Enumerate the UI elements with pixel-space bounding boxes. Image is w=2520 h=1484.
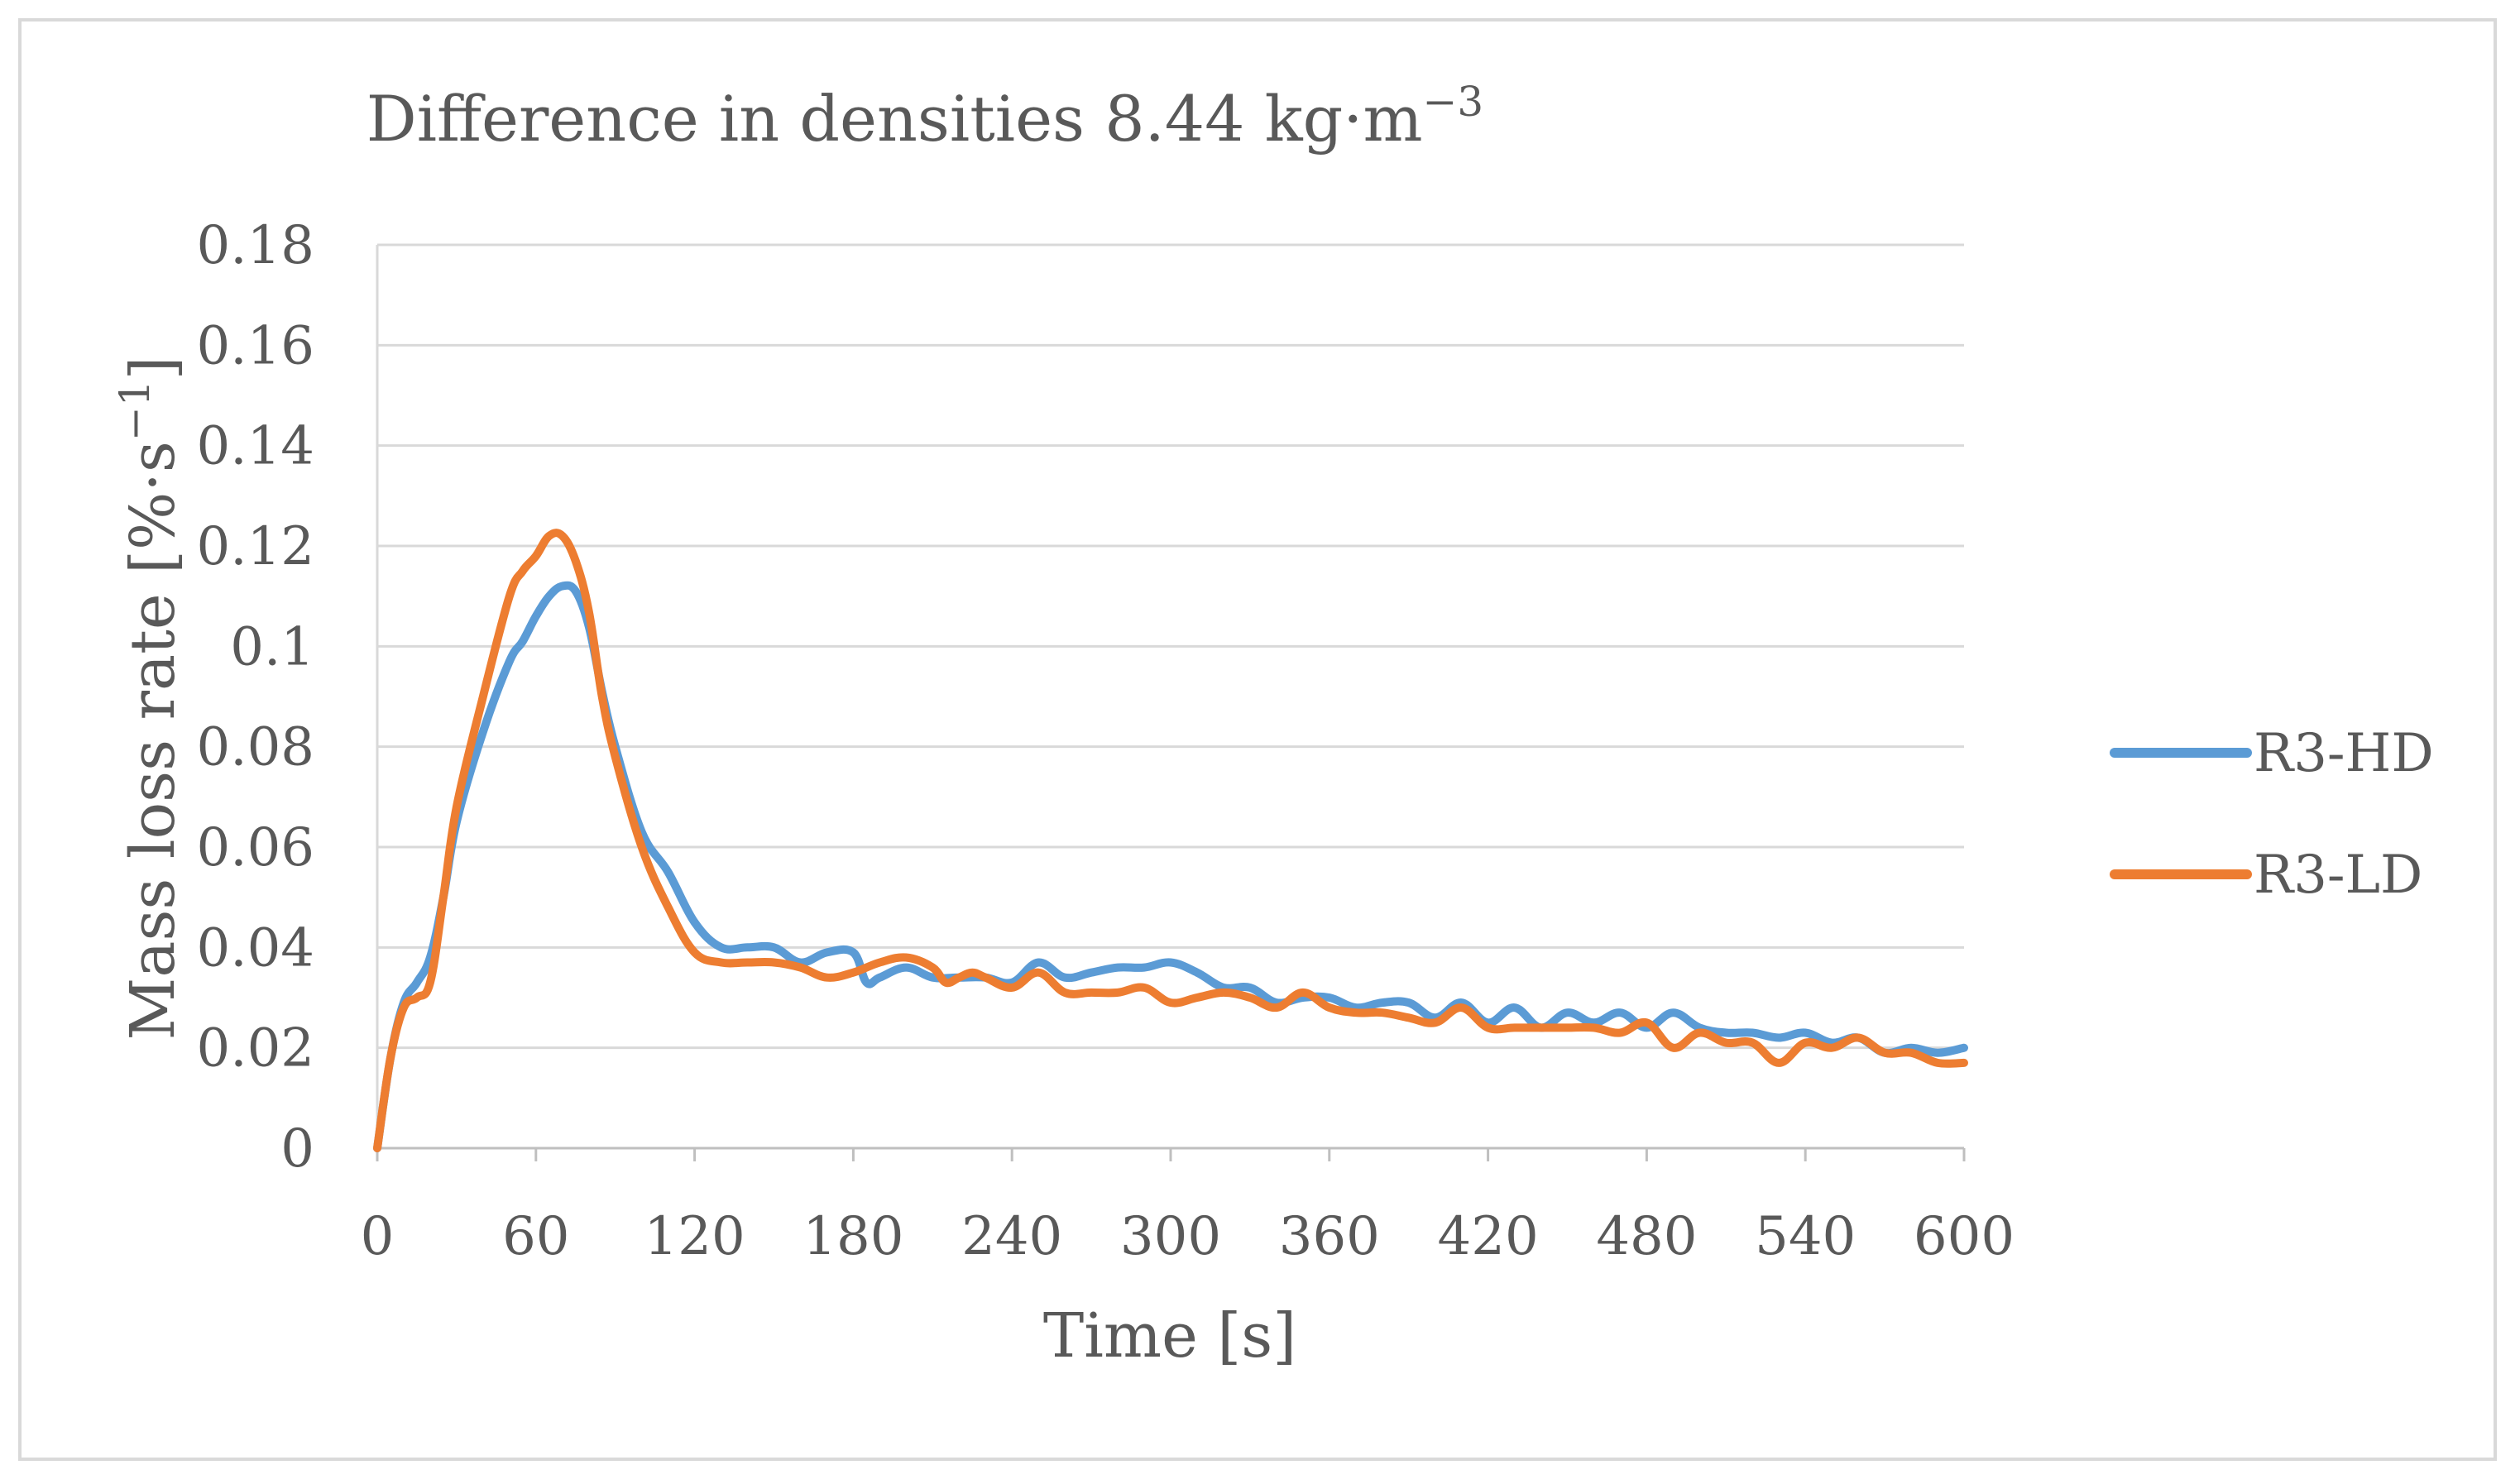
y-tick-label-0: 0 bbox=[280, 1118, 314, 1180]
x-tick-label-8: 480 bbox=[1596, 1206, 1697, 1267]
x-tick-label-0: 0 bbox=[361, 1206, 395, 1267]
y-axis-title-suffix: ] bbox=[117, 357, 189, 381]
chart-title-superscript: −3 bbox=[1423, 78, 1484, 126]
legend-label-r3-ld: R3-LD bbox=[2254, 845, 2422, 906]
axes bbox=[376, 245, 1966, 1161]
y-tick-label-7: 0.14 bbox=[197, 416, 315, 477]
series-line-r3-hd bbox=[373, 581, 1968, 1152]
x-tick-label-4: 240 bbox=[961, 1206, 1062, 1267]
y-tick-label-3: 0.06 bbox=[197, 817, 315, 878]
y-tick-label-5: 0.1 bbox=[230, 616, 314, 677]
chart-title-text: Difference in densities 8.44 kg·m bbox=[367, 82, 1423, 156]
y-tick-label-8: 0.16 bbox=[197, 315, 315, 376]
chart-frame bbox=[18, 18, 2497, 1461]
series-line-r3-ld bbox=[373, 529, 1968, 1152]
y-tick-label-6: 0.12 bbox=[197, 516, 315, 577]
y-tick-label-4: 0.08 bbox=[197, 717, 315, 778]
x-axis-title: Time [s] bbox=[1043, 1300, 1296, 1372]
x-tick-label-3: 180 bbox=[802, 1206, 903, 1267]
y-tick-label-1: 0.02 bbox=[197, 1018, 315, 1079]
x-tick-label-9: 540 bbox=[1755, 1206, 1856, 1267]
y-tick-label-2: 0.04 bbox=[197, 917, 315, 979]
y-axis-title: Mass loss rate [%·s−1] bbox=[111, 357, 189, 1041]
legend: R3-HD R3-LD bbox=[2110, 723, 2434, 906]
y-tick-label-9: 0.18 bbox=[197, 215, 315, 276]
x-tick-label-6: 360 bbox=[1279, 1206, 1380, 1267]
tick-labels: 0 0.02 0.04 0.06 0.08 0.1 0.12 0.14 0.16 0.18 0 60 1… bbox=[197, 215, 2015, 1267]
y-axis-title-superscript: −1 bbox=[111, 380, 159, 441]
series-lines bbox=[373, 529, 1968, 1152]
x-tick-label-1: 60 bbox=[502, 1206, 569, 1267]
chart-title: Difference in densities 8.44 kg·m−3 bbox=[367, 78, 1483, 156]
gridlines bbox=[377, 243, 1964, 1050]
x-tick-label-7: 420 bbox=[1438, 1206, 1539, 1267]
x-tick-label-2: 120 bbox=[644, 1206, 745, 1267]
x-tick-label-5: 300 bbox=[1120, 1206, 1221, 1267]
x-tick-label-10: 600 bbox=[1914, 1206, 2015, 1267]
y-axis-title-text: Mass loss rate [%·s bbox=[117, 441, 189, 1040]
legend-label-r3-hd: R3-HD bbox=[2254, 723, 2434, 784]
